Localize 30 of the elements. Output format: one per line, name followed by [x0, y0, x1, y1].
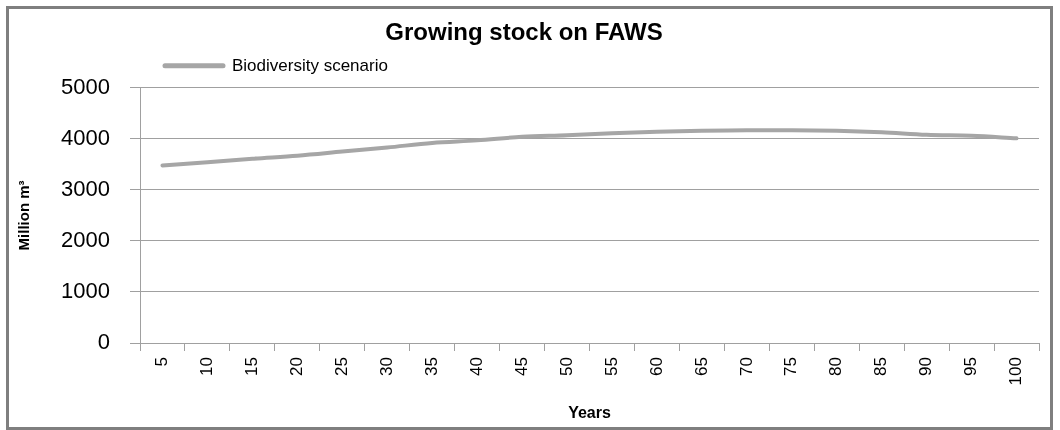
x-tick-label: 85	[871, 357, 891, 376]
x-tick-label: 20	[287, 357, 307, 376]
x-axis-title: Years	[568, 403, 611, 421]
y-tick-label: 3000	[61, 175, 110, 201]
x-tick-label: 55	[601, 357, 621, 376]
x-tick-label: 70	[736, 357, 756, 376]
x-tick-label: 90	[916, 357, 936, 376]
y-tick-label: 2000	[61, 226, 110, 252]
x-tick-label: 80	[826, 357, 846, 376]
x-tick-label: 30	[376, 357, 396, 376]
y-tick-label: 0	[97, 329, 110, 355]
x-tick-label: 65	[691, 357, 711, 376]
x-tick-label: 40	[466, 357, 486, 376]
x-tick-label: 60	[646, 357, 666, 376]
x-tick-label: 10	[197, 357, 217, 376]
x-tick-label: 35	[421, 357, 441, 376]
x-tick-label: 45	[511, 357, 531, 376]
x-tick-label: 50	[556, 357, 576, 376]
legend-label: Biodiversity scenario	[232, 56, 388, 76]
x-tick-label: 5	[152, 357, 172, 367]
x-tick-label: 95	[961, 357, 981, 376]
y-tick-label: 5000	[61, 73, 110, 99]
x-tick-label: 15	[242, 357, 262, 376]
y-tick-label: 1000	[61, 278, 110, 304]
x-tick-label: 75	[781, 357, 801, 376]
y-axis-title: Million m³	[15, 180, 33, 251]
x-tick-label: 100	[1006, 357, 1026, 386]
chart-title: Growing stock on FAWS	[385, 18, 663, 46]
x-tick-label: 25	[331, 357, 351, 376]
y-tick-label: 4000	[61, 124, 110, 150]
